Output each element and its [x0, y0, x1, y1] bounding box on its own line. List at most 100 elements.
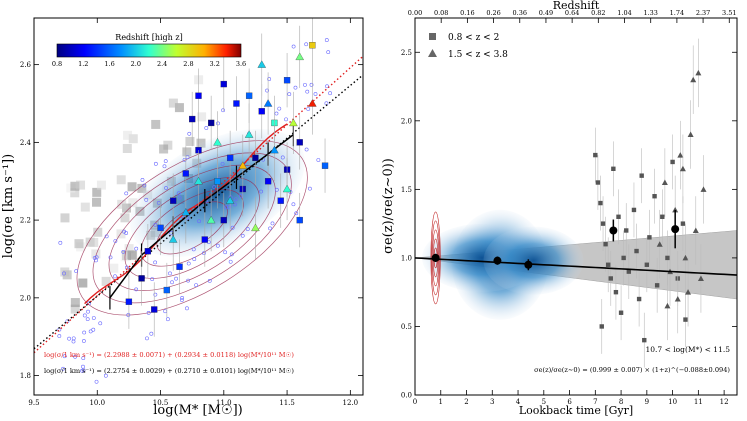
x-tick-label: 11.5	[279, 399, 295, 407]
mean-point	[524, 260, 533, 269]
galaxy-point	[207, 278, 212, 283]
density-contour	[430, 211, 441, 305]
top-tick-label: 0.26	[486, 9, 500, 17]
top-tick-label: 2.37	[696, 9, 710, 17]
galaxy-point	[80, 368, 84, 373]
mean-point	[431, 253, 440, 262]
density-bin	[124, 244, 134, 254]
x-tick-label: 11	[694, 398, 703, 406]
galaxy-triangle	[238, 161, 248, 169]
galaxy-square	[233, 100, 240, 107]
galaxy-point	[62, 354, 67, 359]
galaxy-square	[182, 170, 189, 177]
galaxy-square	[252, 154, 259, 162]
density-bin	[128, 134, 138, 144]
galaxy-point	[192, 257, 197, 261]
x-tick-label: 0	[413, 398, 417, 406]
galaxy-square	[598, 200, 603, 206]
galaxy-point	[140, 177, 145, 182]
top-tick-label: 3.51	[722, 9, 736, 17]
galaxy-point	[287, 92, 292, 97]
galaxy-square	[296, 216, 303, 224]
x-tick-label: 12.0	[343, 399, 359, 407]
galaxy-point	[57, 334, 62, 338]
galaxy-point	[221, 108, 225, 113]
galaxy-triangle	[661, 179, 668, 186]
x-tick-label: 12	[720, 398, 729, 406]
galaxy-square	[151, 306, 158, 313]
galaxy-point	[108, 255, 113, 260]
galaxy-triangle	[687, 131, 694, 138]
density-bin	[74, 239, 84, 249]
y-tick-label: 0.0	[401, 392, 412, 400]
galaxy-point	[197, 219, 202, 224]
right-top-axis-label: Redshift	[553, 0, 600, 12]
galaxy-point	[308, 186, 312, 191]
galaxy-square	[680, 221, 686, 226]
density-bin	[168, 98, 178, 108]
galaxy-triangle	[270, 145, 279, 154]
galaxy-point	[328, 91, 333, 96]
galaxy-point	[153, 222, 158, 227]
mass-range-label: 10.7 < log(M*) < 11.5	[646, 345, 731, 354]
colorbar: Redshift [high z] 0.8 1.2 1.6 2.0 2.4 2.8 3.2 3…	[52, 33, 246, 68]
galaxy-square	[654, 283, 660, 288]
density-bin	[122, 203, 132, 213]
galaxy-square	[258, 108, 265, 115]
density-bin	[185, 136, 195, 146]
galaxy-triangle	[213, 138, 222, 146]
galaxy-square	[599, 324, 604, 329]
galaxy-point	[245, 227, 250, 231]
right-y-axis-label: σe(z)/σe(z∼0))	[381, 158, 396, 254]
density-bin	[159, 144, 169, 154]
galaxy-point	[144, 197, 149, 202]
top-tick-label: 0.64	[565, 9, 579, 17]
galaxy-square	[208, 119, 215, 127]
galaxy-point	[94, 379, 99, 384]
colorbar-tick-label: 2.4	[157, 60, 167, 68]
galaxy-point	[187, 131, 192, 136]
galaxy-square	[603, 242, 608, 247]
galaxy-point	[270, 221, 275, 226]
galaxy-point	[182, 157, 187, 162]
galaxy-point	[62, 271, 66, 276]
galaxy-square	[214, 178, 221, 185]
colorbar-tick-label: 3.6	[236, 60, 246, 68]
galaxy-point	[91, 327, 96, 332]
density-bin	[174, 103, 184, 113]
galaxy-point	[268, 226, 272, 231]
galaxy-point	[82, 313, 87, 318]
y-tick-label: 1.5	[401, 186, 412, 194]
galaxy-point	[61, 366, 65, 371]
galaxy-triangle	[225, 196, 235, 204]
galaxy-point	[104, 234, 109, 239]
galaxy-point	[223, 250, 228, 255]
galaxy-point	[165, 317, 170, 322]
left-x-axis-label: log(M* [M☉])	[153, 403, 243, 418]
galaxy-square	[163, 286, 171, 294]
mean-point	[493, 256, 502, 265]
colorbar-tick-label: 1.6	[104, 60, 114, 68]
galaxy-square	[660, 214, 665, 219]
galaxy-point	[277, 106, 282, 111]
density-contour	[76, 140, 308, 316]
density-bin	[120, 213, 130, 223]
galaxy-point	[145, 336, 149, 341]
top-tick-label: 1.04	[617, 9, 631, 17]
density-bin	[117, 199, 127, 209]
galaxy-point	[58, 240, 63, 245]
galaxy-triangle	[664, 302, 671, 309]
legend-square-label: 0.8 < z < 2	[448, 33, 499, 43]
density-region	[483, 226, 584, 295]
galaxy-square	[621, 255, 626, 261]
top-tick-label: 1.74	[670, 9, 684, 17]
galaxy-square	[157, 224, 164, 232]
density-bin	[70, 188, 80, 198]
density-bin	[96, 180, 106, 190]
mean-point	[609, 226, 618, 235]
y-tick-label: 0.5	[401, 323, 412, 331]
galaxy-square	[608, 276, 613, 281]
x-tick-label: 1	[439, 398, 443, 406]
galaxy-point	[316, 158, 321, 162]
density-bin	[116, 175, 126, 185]
